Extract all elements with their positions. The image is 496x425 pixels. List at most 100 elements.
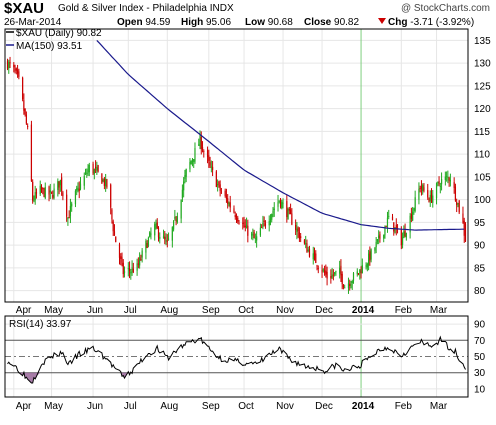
rsi14-line bbox=[7, 335, 466, 384]
price-panel-frame bbox=[4, 28, 469, 303]
rsi-xtick-label: Dec bbox=[315, 401, 333, 412]
candle-body bbox=[33, 199, 35, 201]
candle-body bbox=[344, 287, 346, 289]
candle-body bbox=[185, 169, 187, 177]
candle-body bbox=[48, 186, 50, 195]
candle-body bbox=[189, 162, 191, 170]
candle-body bbox=[252, 234, 254, 236]
candle-body bbox=[199, 135, 201, 147]
candle-body bbox=[282, 202, 284, 204]
candle-body bbox=[87, 169, 89, 174]
candle-body bbox=[24, 108, 26, 115]
candle-body bbox=[321, 269, 323, 273]
candle-body bbox=[330, 276, 332, 279]
candle-body bbox=[149, 232, 151, 237]
candle-body bbox=[106, 179, 108, 188]
candle-body bbox=[49, 190, 51, 193]
legend-rsi: RSI(14) 33.97 bbox=[9, 319, 72, 330]
candle-body bbox=[394, 227, 396, 234]
price-xtick-label: May bbox=[44, 305, 63, 316]
candle-body bbox=[235, 216, 238, 220]
price-panel-bg bbox=[5, 29, 468, 302]
rsi-xtick-label: 2014 bbox=[352, 401, 375, 412]
candle-body bbox=[15, 68, 17, 71]
candle-body bbox=[370, 249, 372, 260]
candle-body bbox=[122, 262, 124, 275]
candle-body bbox=[297, 227, 299, 232]
candle-body bbox=[368, 253, 370, 266]
candle-body bbox=[287, 208, 289, 220]
candle-body bbox=[352, 273, 355, 281]
close-value: 90.82 bbox=[334, 17, 360, 28]
candle-body bbox=[103, 178, 105, 186]
price-ytick-label: 125 bbox=[474, 81, 491, 92]
price-xtick-label: Aug bbox=[160, 305, 178, 316]
candle-body bbox=[409, 215, 411, 233]
candle-body bbox=[419, 188, 421, 190]
candle-body bbox=[342, 284, 345, 288]
candle-body bbox=[447, 177, 449, 178]
index-fullname: Gold & Silver Index - Philadelphia bbox=[58, 3, 207, 14]
candle-body bbox=[288, 208, 290, 211]
candle-body bbox=[191, 159, 194, 162]
candle-body bbox=[306, 243, 308, 253]
price-ytick-label: 115 bbox=[474, 127, 490, 138]
candle-body bbox=[438, 180, 440, 185]
candle-body bbox=[113, 231, 116, 236]
candle-body bbox=[374, 247, 376, 251]
candle-body bbox=[332, 274, 334, 276]
candle-body bbox=[437, 182, 439, 184]
candle-body bbox=[428, 199, 430, 203]
candle-body bbox=[273, 208, 275, 211]
candle-body bbox=[334, 272, 336, 275]
candle-body bbox=[386, 217, 389, 227]
candle-body bbox=[147, 237, 150, 246]
candle-body bbox=[349, 283, 351, 287]
candle-body bbox=[53, 188, 55, 198]
candle-body bbox=[323, 270, 326, 273]
price-xtick-label: Jun bbox=[87, 305, 103, 316]
candle-body bbox=[39, 185, 41, 195]
candle-body bbox=[159, 236, 161, 239]
candle-body bbox=[305, 243, 307, 245]
candle-body bbox=[234, 215, 236, 218]
rsi-xtick-label: Jul bbox=[124, 401, 137, 412]
candle-body bbox=[427, 190, 429, 198]
candle-body bbox=[110, 184, 112, 208]
price-xtick-label: Jul bbox=[124, 305, 137, 316]
candle-body bbox=[281, 201, 283, 209]
candle-body bbox=[155, 223, 157, 225]
price-ytick-label: 95 bbox=[474, 218, 486, 229]
candle-body bbox=[127, 268, 129, 270]
candle-body bbox=[448, 177, 450, 181]
candle-body bbox=[238, 223, 240, 224]
price-xtick-label: Apr bbox=[16, 305, 32, 316]
candle-body bbox=[277, 202, 279, 207]
candle-body bbox=[295, 225, 297, 231]
candle-body bbox=[429, 195, 431, 201]
candle-body bbox=[69, 206, 72, 217]
index-name: Gold & Silver Index - Philadelphia INDX bbox=[58, 3, 234, 14]
candle-body bbox=[146, 243, 148, 248]
candle-body bbox=[201, 147, 204, 151]
candle-body bbox=[25, 114, 27, 124]
candle-body bbox=[220, 191, 223, 193]
candle-body bbox=[166, 240, 168, 242]
candle-body bbox=[76, 188, 78, 191]
close-field: Close 90.82 bbox=[304, 17, 360, 28]
candle-body bbox=[77, 187, 79, 190]
candle-body bbox=[23, 100, 25, 111]
candle-body bbox=[120, 256, 122, 259]
candle-body bbox=[50, 191, 53, 193]
candle-body bbox=[84, 172, 87, 174]
candle-body bbox=[105, 178, 107, 187]
candle-body bbox=[121, 257, 123, 263]
chg-field: Chg -3.71 (-3.92%) bbox=[378, 17, 474, 28]
candle-body bbox=[74, 190, 77, 205]
low-field: Low 90.68 bbox=[245, 17, 293, 28]
price-xtick-label: Nov bbox=[276, 305, 294, 316]
candle-body bbox=[128, 268, 131, 272]
candle-body bbox=[22, 77, 24, 100]
candle-body bbox=[228, 203, 230, 206]
candle-body bbox=[300, 236, 302, 239]
